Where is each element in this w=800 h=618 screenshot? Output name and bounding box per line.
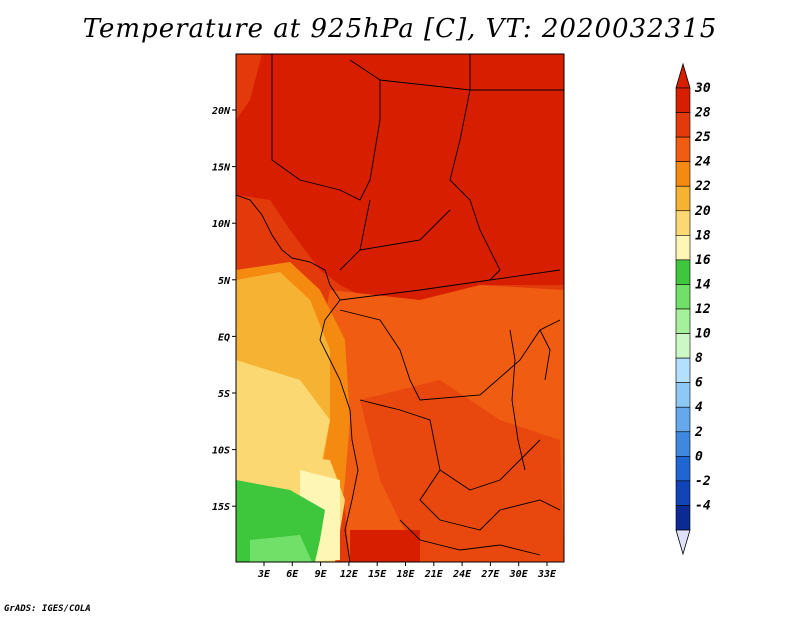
lon-tick-label: 3E <box>257 569 271 580</box>
colorbar-swatch <box>675 112 691 138</box>
colorbar-swatch <box>675 308 691 334</box>
lon-tick-label: 21E <box>424 569 444 580</box>
colorbar-label: 2 <box>694 425 703 440</box>
lat-tick-label: EQ <box>218 332 230 343</box>
map-frame <box>235 53 565 563</box>
colorbar-swatch <box>675 136 691 162</box>
coastline <box>236 54 564 562</box>
colorbar-swatch <box>675 456 691 482</box>
lon-tick-label: 27E <box>480 569 500 580</box>
colorbar-swatch <box>675 235 691 261</box>
colorbar-label: 18 <box>695 228 711 243</box>
colorbar-swatch <box>675 382 691 408</box>
colorbar-label: 0 <box>695 449 703 464</box>
colorbar-swatch <box>675 480 691 506</box>
lon-tick-label: 12E <box>340 569 359 580</box>
colorbar-label: 24 <box>694 155 711 170</box>
map-title: Temperature at 925hPa [C], VT: 202003231… <box>82 14 718 44</box>
lat-tick-label: 5N <box>218 276 231 287</box>
lon-tick-label: 30E <box>509 569 529 580</box>
longitude-axis: 3E 6E 9E 12E 15E 18E 21E 24E 27E 30E 33E <box>257 562 557 580</box>
credit-text: GrADS: IGES/COLA <box>4 604 91 614</box>
colorbar-label: 30 <box>694 81 711 96</box>
colorbar-label: -2 <box>695 474 711 489</box>
colorbar-swatch <box>675 161 691 187</box>
colorbar-label: 22 <box>694 179 711 194</box>
lon-tick-label: 15E <box>368 569 387 580</box>
colorbar-label: 20 <box>694 204 711 219</box>
colorbar-label: 16 <box>695 253 711 268</box>
lon-tick-label: 9E <box>315 569 328 580</box>
colorbar-top-arrow <box>675 62 691 89</box>
lon-tick-label: 6E <box>286 569 299 580</box>
colorbar-label: 8 <box>695 351 703 366</box>
colorbar-swatch <box>675 333 691 359</box>
colorbar-swatch <box>675 357 691 383</box>
lat-tick-label: 15S <box>212 502 230 513</box>
colorbar-swatch <box>675 259 691 285</box>
lat-tick-label: 10S <box>212 446 230 457</box>
colorbar-label: 14 <box>695 277 711 292</box>
colorbar-label: 6 <box>695 376 703 391</box>
colorbar-label: 10 <box>695 327 711 342</box>
latitude-axis: 20N 15N 10N 5N EQ 5S 10S 15S <box>211 106 236 513</box>
lat-tick-label: 5S <box>218 389 230 400</box>
temperature-field <box>236 54 564 562</box>
lon-tick-label: 24E <box>452 569 472 580</box>
colorbar-swatch <box>675 210 691 236</box>
colorbar-swatch <box>675 505 691 531</box>
lon-tick-label: 33E <box>537 569 557 580</box>
colorbar-swatch <box>675 406 691 433</box>
colorbar-label: 4 <box>695 400 703 415</box>
lat-tick-label: 20N <box>211 106 231 117</box>
colorbar-label: -4 <box>695 498 711 513</box>
lat-tick-label: 15N <box>212 163 231 174</box>
lat-tick-label: 10N <box>212 219 231 230</box>
colorbar-label: 25 <box>694 130 711 145</box>
colorbar-label: 28 <box>694 106 711 121</box>
colorbar-swatch <box>675 284 691 310</box>
colorbar-swatch <box>675 185 691 212</box>
colorbar-swatch <box>675 87 691 113</box>
colorbar-bottom-arrow <box>675 529 691 556</box>
lon-tick-label: 18E <box>396 569 415 580</box>
colorbar-label: 12 <box>695 302 711 317</box>
colorbar-swatch <box>675 431 691 457</box>
